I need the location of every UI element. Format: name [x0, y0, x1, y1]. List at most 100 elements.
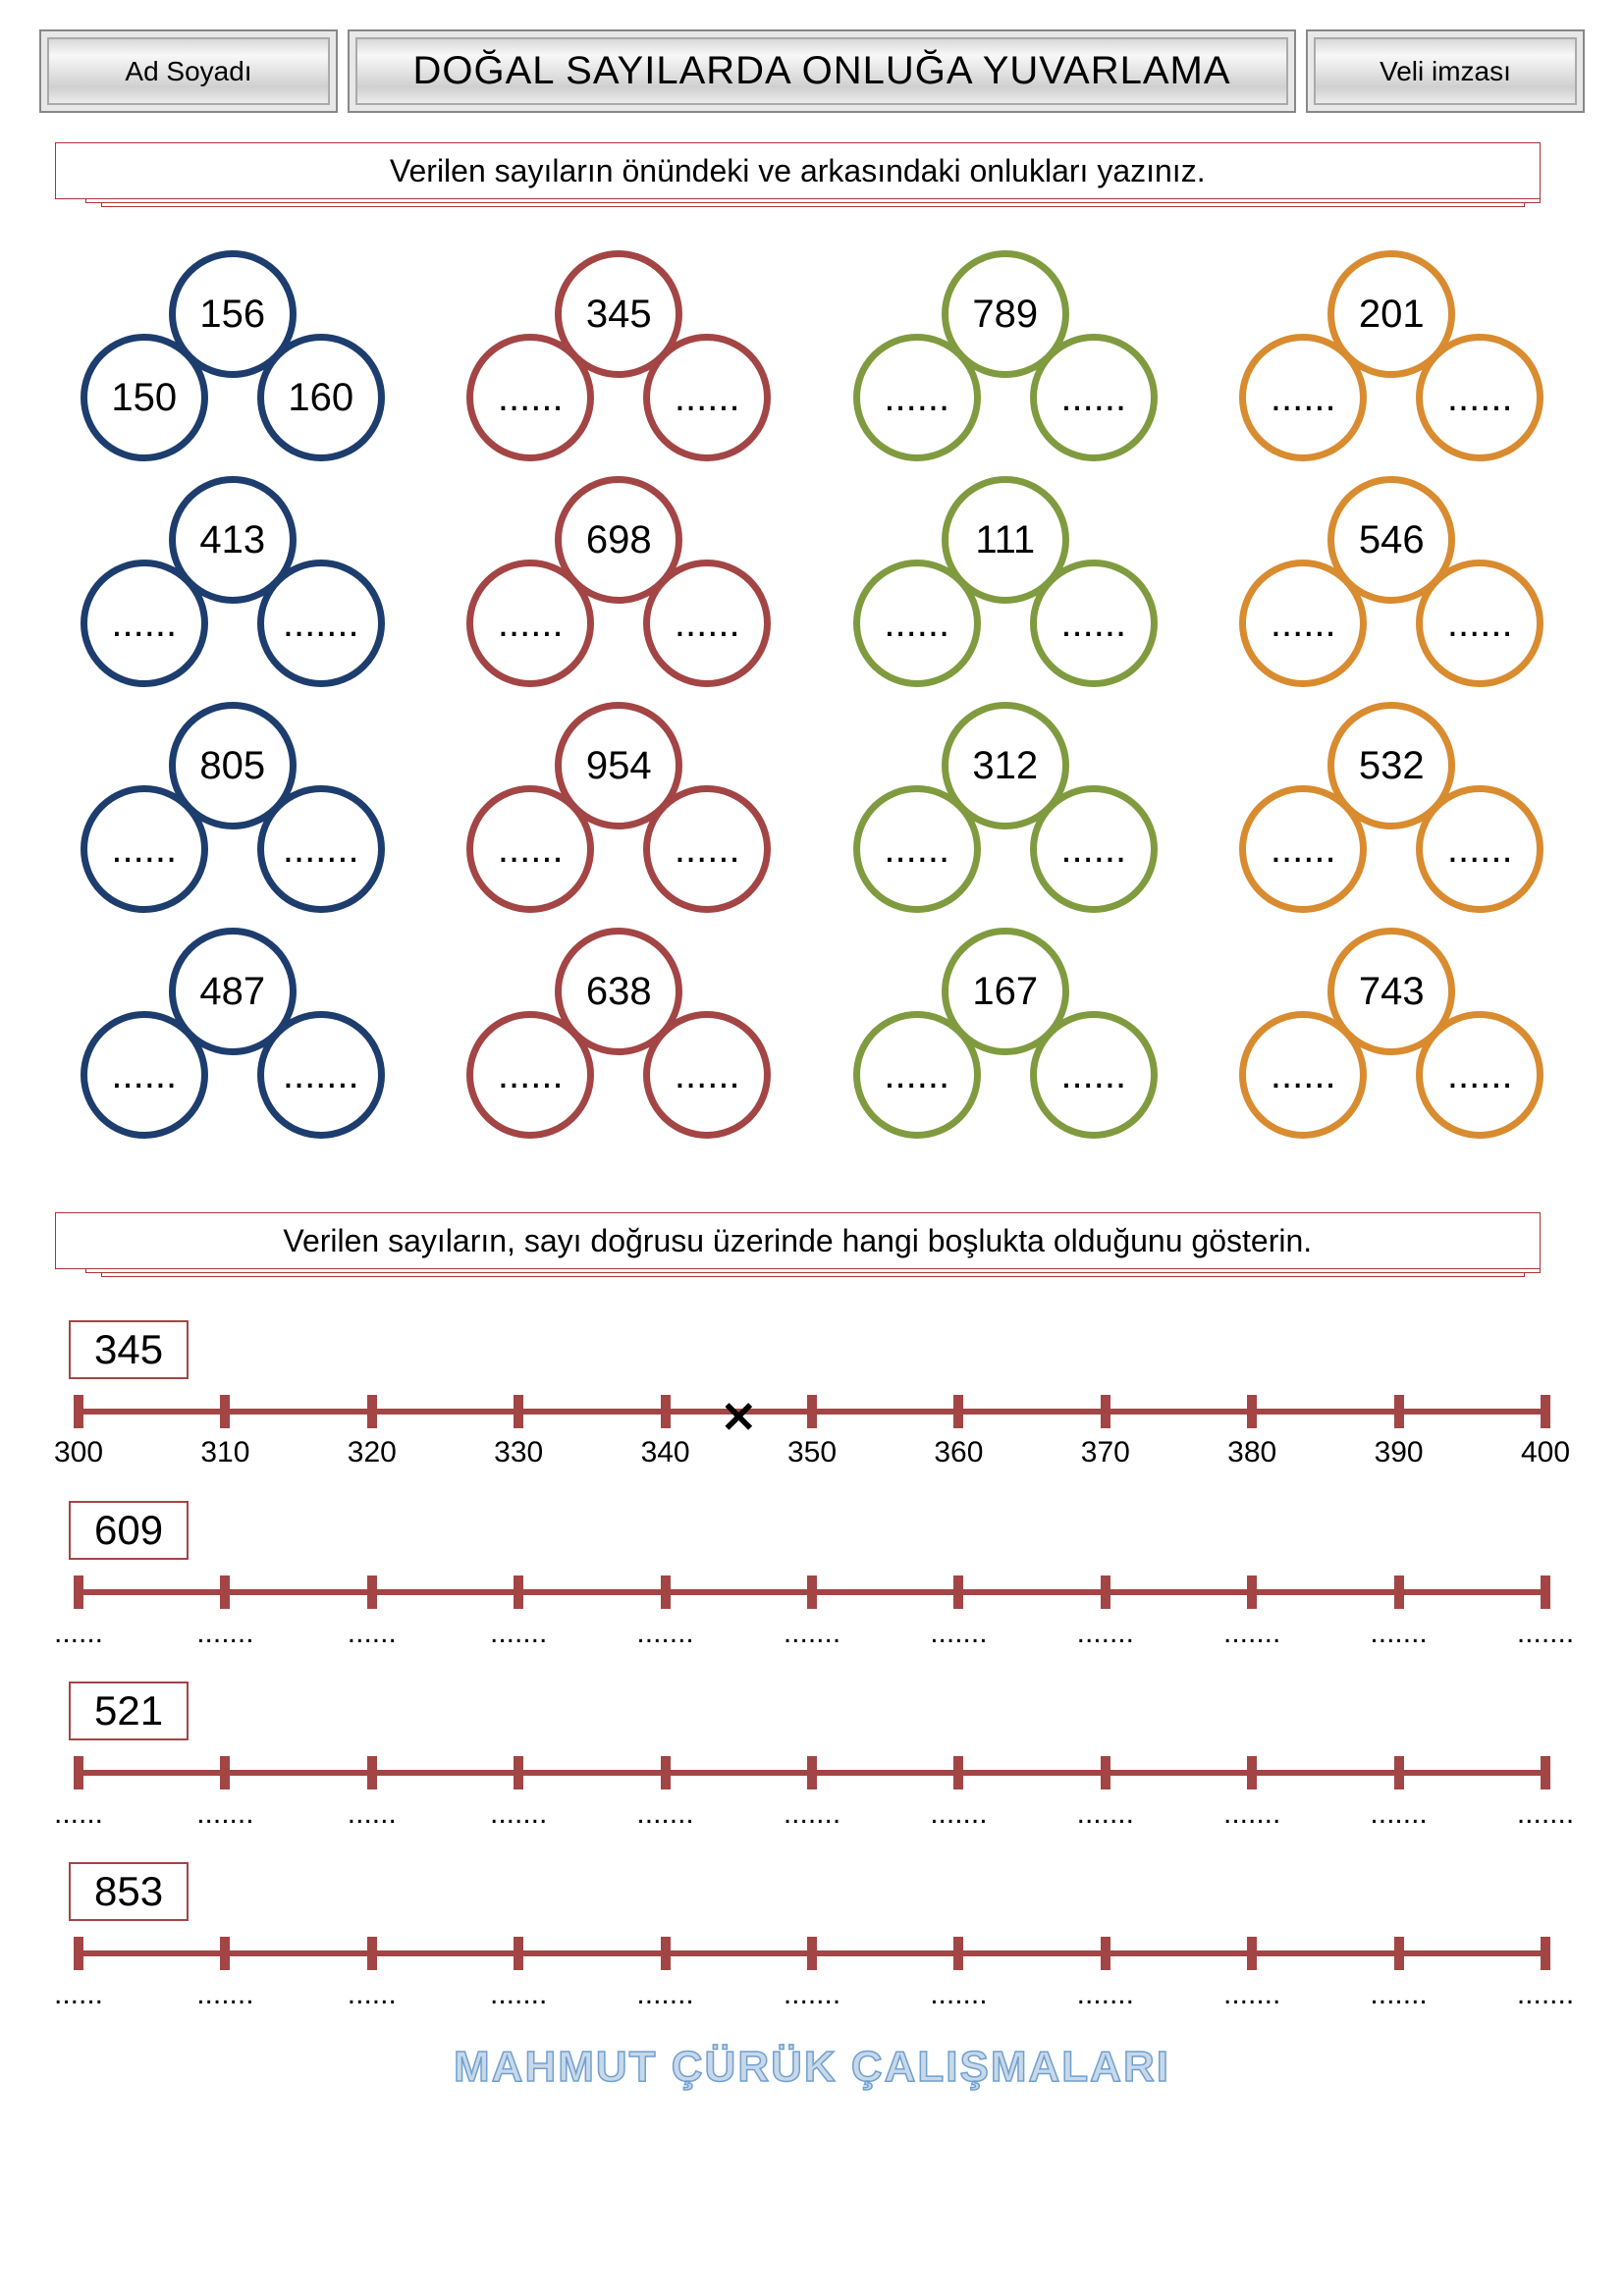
- tick: [1101, 1937, 1110, 1970]
- tick: [807, 1937, 817, 1970]
- tick: [367, 1756, 377, 1789]
- tick-label[interactable]: .......: [1517, 1617, 1574, 1650]
- tick: [1541, 1395, 1550, 1428]
- tick: [953, 1575, 963, 1609]
- tick: [953, 1395, 963, 1428]
- tick-label[interactable]: 400: [1521, 1436, 1570, 1469]
- tick-label[interactable]: .......: [490, 1797, 547, 1831]
- numberline: 300310320330340350360370380390400✕: [79, 1393, 1545, 1452]
- tick: [807, 1575, 817, 1609]
- header: Ad Soyadı DOĞAL SAYILARDA ONLUĞA YUVARLA…: [39, 29, 1585, 113]
- circle-triple: .............487: [66, 928, 400, 1153]
- circle-top: 789: [942, 250, 1069, 378]
- circle-top: 805: [169, 702, 297, 829]
- tick-label[interactable]: .......: [1517, 1978, 1574, 2011]
- tick-label[interactable]: .......: [930, 1797, 987, 1831]
- tick-label[interactable]: .......: [196, 1797, 253, 1831]
- tick-label[interactable]: .......: [196, 1617, 253, 1650]
- circle-triple: ............789: [839, 250, 1172, 476]
- tick-label[interactable]: ......: [54, 1797, 103, 1831]
- tick: [1247, 1395, 1257, 1428]
- tick-label[interactable]: 390: [1375, 1436, 1424, 1469]
- tick: [1101, 1756, 1110, 1789]
- tick-label[interactable]: .......: [784, 1617, 840, 1650]
- numberline-value-box: 521: [69, 1682, 189, 1740]
- tick-label[interactable]: 300: [54, 1436, 103, 1469]
- tick-label[interactable]: .......: [636, 1978, 693, 2011]
- tick-label[interactable]: ......: [348, 1797, 397, 1831]
- tick-label[interactable]: .......: [196, 1978, 253, 2011]
- tick-label[interactable]: 360: [934, 1436, 983, 1469]
- tick-label[interactable]: .......: [490, 1978, 547, 2011]
- tick-label[interactable]: .......: [1370, 1978, 1427, 2011]
- circle-triple: .............805: [66, 702, 400, 928]
- circle-top: 546: [1327, 476, 1455, 604]
- tick: [1247, 1756, 1257, 1789]
- numberline: ........................................…: [79, 1754, 1545, 1813]
- circle-triple: ............532: [1224, 702, 1558, 928]
- tick-label[interactable]: .......: [1077, 1797, 1134, 1831]
- tick: [1247, 1937, 1257, 1970]
- tick-label[interactable]: ......: [348, 1978, 397, 2011]
- tick-label[interactable]: .......: [1223, 1797, 1280, 1831]
- circle-top: 312: [942, 702, 1069, 829]
- tick-label[interactable]: .......: [930, 1978, 987, 2011]
- circle-triple: ............638: [452, 928, 785, 1153]
- tick: [1394, 1937, 1404, 1970]
- circle-triple: ............345: [452, 250, 785, 476]
- circle-top: 111: [942, 476, 1069, 604]
- tick-label[interactable]: .......: [1223, 1617, 1280, 1650]
- circle-top: 698: [555, 476, 682, 604]
- tick-label[interactable]: .......: [1370, 1797, 1427, 1831]
- name-field-label: Ad Soyadı: [39, 29, 338, 113]
- circle-triple: ............546: [1224, 476, 1558, 702]
- tick-label[interactable]: .......: [784, 1978, 840, 2011]
- numberline-value-box: 853: [69, 1862, 189, 1921]
- tick: [1394, 1575, 1404, 1609]
- circle-triple: ............111: [839, 476, 1172, 702]
- tick-label[interactable]: 320: [348, 1436, 397, 1469]
- tick-label[interactable]: 330: [494, 1436, 543, 1469]
- tick-label[interactable]: .......: [636, 1617, 693, 1650]
- tick-label[interactable]: ......: [54, 1617, 103, 1650]
- tick-label[interactable]: 340: [641, 1436, 690, 1469]
- circle-top: 954: [555, 702, 682, 829]
- x-mark: ✕: [721, 1393, 757, 1443]
- tick: [807, 1756, 817, 1789]
- tick-label[interactable]: .......: [1223, 1978, 1280, 2011]
- tick-label[interactable]: 310: [200, 1436, 249, 1469]
- tick-label[interactable]: .......: [490, 1617, 547, 1650]
- tick-label[interactable]: 350: [787, 1436, 837, 1469]
- tick: [367, 1937, 377, 1970]
- circle-triple: ............698: [452, 476, 785, 702]
- signature-field-label: Veli imzası: [1306, 29, 1585, 113]
- tick-label[interactable]: .......: [1517, 1797, 1574, 1831]
- numberline-value-box: 609: [69, 1501, 189, 1560]
- tick-label[interactable]: .......: [784, 1797, 840, 1831]
- tick: [1541, 1575, 1550, 1609]
- instruction-2-text: Verilen sayıların, sayı doğrusu üzerinde…: [55, 1212, 1541, 1269]
- tick-label[interactable]: .......: [1077, 1617, 1134, 1650]
- tick: [367, 1395, 377, 1428]
- tick-label[interactable]: .......: [1370, 1617, 1427, 1650]
- tick-label[interactable]: .......: [1077, 1978, 1134, 2011]
- tick-label[interactable]: .......: [636, 1797, 693, 1831]
- tick: [1541, 1937, 1550, 1970]
- tick-label[interactable]: 370: [1081, 1436, 1130, 1469]
- tick-label[interactable]: 380: [1227, 1436, 1276, 1469]
- circle-top: 743: [1327, 928, 1455, 1055]
- tick: [220, 1756, 230, 1789]
- tick: [74, 1756, 83, 1789]
- tick: [953, 1756, 963, 1789]
- tick-label[interactable]: ......: [348, 1617, 397, 1650]
- instruction-2: Verilen sayıların, sayı doğrusu üzerinde…: [39, 1212, 1585, 1281]
- circle-top: 487: [169, 928, 297, 1055]
- numberline-section: 345300310320330340350360370380390400✕: [69, 1320, 1555, 1452]
- tick: [1101, 1575, 1110, 1609]
- tick: [514, 1756, 523, 1789]
- tick-label[interactable]: .......: [930, 1617, 987, 1650]
- tick: [1394, 1395, 1404, 1428]
- tick: [514, 1937, 523, 1970]
- numberline: ........................................…: [79, 1935, 1545, 1994]
- tick-label[interactable]: ......: [54, 1978, 103, 2011]
